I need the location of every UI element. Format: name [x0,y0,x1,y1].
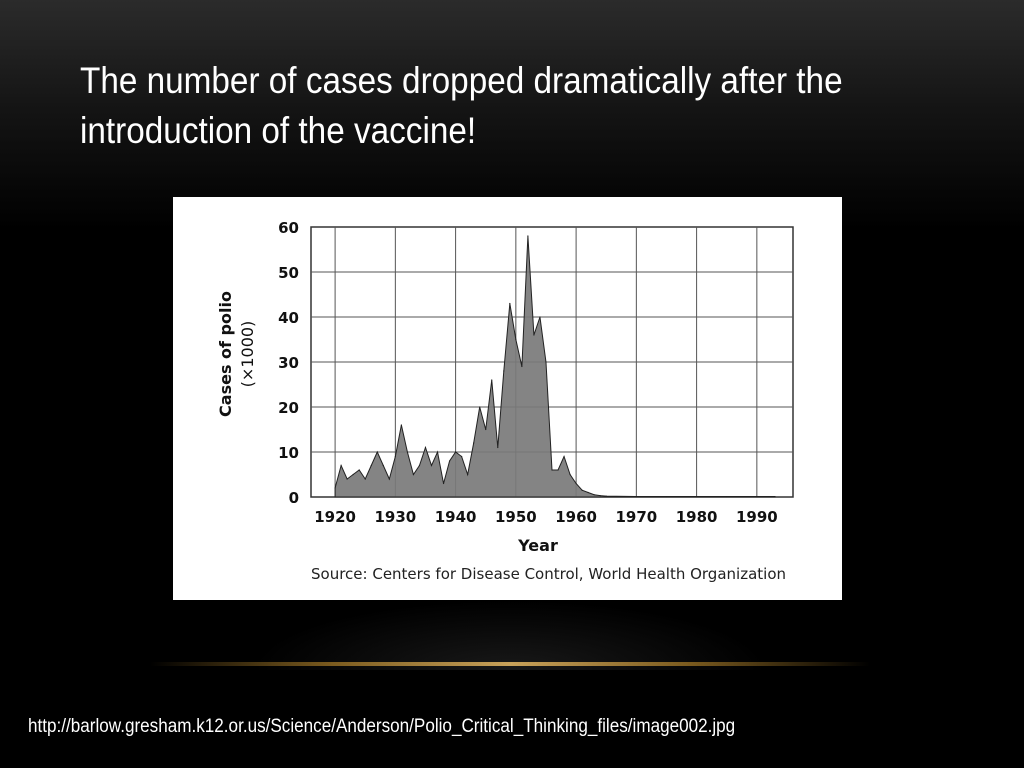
data-point [364,478,366,480]
data-point [370,464,372,467]
data-point [346,478,348,480]
data-point [605,495,607,497]
data-point [696,495,698,498]
data-point [599,495,601,497]
data-point [467,473,469,476]
y-tick-label: 10 [278,444,299,462]
data-point [424,446,427,449]
y-tick-label: 60 [278,219,299,237]
data-point [557,469,559,471]
data-point [406,451,408,453]
x-tick-label: 1980 [676,508,718,526]
chart-source-note: Source: Centers for Disease Control, Wor… [311,565,786,583]
data-point [430,464,433,467]
data-point [394,455,396,458]
data-point [665,495,668,498]
data-point [461,455,463,458]
data-point [509,302,511,305]
data-point [485,428,487,431]
data-point [352,473,354,476]
data-point [521,365,523,368]
decorative-glow [250,600,770,670]
data-point [545,361,547,363]
data-point [581,489,583,491]
data-point [376,451,378,453]
source-url: http://barlow.gresham.k12.or.us/Science/… [28,716,736,737]
data-point [491,379,493,381]
data-point [726,495,728,498]
x-tick-label: 1920 [314,508,356,526]
data-point [587,491,589,494]
data-point [442,482,445,485]
polio-chart: 0 10 20 30 40 50 60 1920 1930 1940 1950 1960 1970 198… [173,197,842,600]
data-point [400,424,402,426]
y-tick-label: 50 [278,264,299,282]
data-point [533,334,535,336]
data-point [479,406,481,408]
y-tick-label: 30 [278,354,299,372]
data-point [455,451,457,453]
data-point [418,464,421,467]
data-point [635,495,637,498]
y-tick-label: 40 [278,309,299,327]
x-axis-label: Year [517,536,558,555]
data-point [358,469,360,471]
data-point [527,235,529,237]
x-tick-label: 1990 [736,508,778,526]
y-tick-label: 20 [278,399,299,417]
data-point [503,370,505,372]
y-axis-label: Cases of polio [216,291,235,417]
data-point [334,487,336,489]
y-tick-label: 0 [289,489,299,507]
data-point [340,464,342,467]
data-point [756,495,758,498]
decorative-gold-divider [150,662,870,666]
data-point [497,446,499,449]
data-point [539,316,541,318]
data-point [569,473,571,476]
data-point [575,482,577,485]
x-tick-label: 1950 [495,508,537,526]
x-tick-label: 1960 [555,508,597,526]
x-tick-label: 1970 [615,508,657,526]
data-point [515,338,517,341]
data-point [774,495,776,498]
data-point [388,478,390,480]
slide-title: The number of cases dropped dramatically… [80,60,843,151]
data-point [473,442,475,444]
data-point [551,469,553,471]
data-point [593,494,595,496]
data-point [412,473,415,476]
x-tick-label: 1940 [435,508,477,526]
x-tick-label: 1930 [374,508,416,526]
data-point [563,455,565,458]
chart-canvas: 0 10 20 30 40 50 60 1920 1930 1940 1950 1960 1970 198… [216,219,794,555]
data-point [436,451,439,453]
data-point [448,460,451,462]
data-point [382,464,384,467]
y-axis-unit-label: (×1000) [238,321,257,388]
